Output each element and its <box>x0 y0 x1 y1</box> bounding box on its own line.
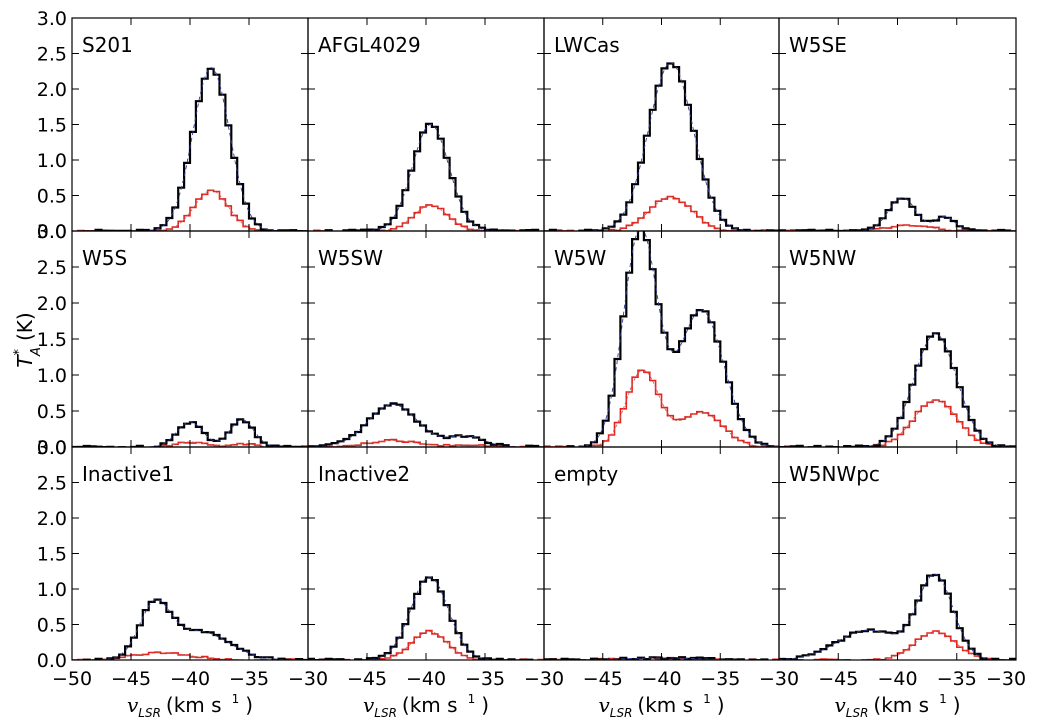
panel-title-empty: empty <box>554 462 618 486</box>
main-fit-lwcas <box>544 62 779 231</box>
y-tick-label: 0.0 <box>37 221 67 243</box>
y-tick-label: 1.0 <box>37 579 67 601</box>
panel-title-w5sw: W5SW <box>318 246 383 270</box>
panel-w5se: W5SE <box>778 17 1017 232</box>
panel-title-inactive2: Inactive2 <box>318 462 410 486</box>
panel-inactive2: Inactive2 <box>307 446 545 661</box>
x-tick-label: −35 <box>700 668 740 690</box>
y-tick-label: 1.5 <box>37 115 67 137</box>
main-spectrum-w5s <box>72 418 308 447</box>
main-spectrum-lwcas <box>544 62 779 231</box>
panel-s201: S201 <box>71 17 309 232</box>
y-tick-label: 1.0 <box>37 150 67 172</box>
x-tick-label: −35 <box>937 668 977 690</box>
x-axis-label: vLSR (km s 1) <box>598 692 724 720</box>
secondary-spectrum-w5w <box>544 369 779 447</box>
y-axis-label: T* A(K) <box>12 312 44 367</box>
y-tick-label: 2.5 <box>37 473 67 495</box>
x-tick-label: −45 <box>347 668 387 690</box>
panel-title-inactive1: Inactive1 <box>82 462 174 486</box>
y-tick-label: 2.0 <box>37 293 67 315</box>
y-tick-label: 0.5 <box>37 401 67 423</box>
x-tick-label: −35 <box>465 668 505 690</box>
main-fit-w5w <box>544 231 779 447</box>
y-tick-label: 2.5 <box>37 44 67 66</box>
main-fit-inactive2 <box>308 576 544 660</box>
panel-title-afgl4029: AFGL4029 <box>318 33 421 57</box>
panel-w5nwpc: W5NWpc <box>778 446 1017 661</box>
x-tick-label: −35 <box>229 668 269 690</box>
secondary-fit-afgl4029 <box>308 204 544 231</box>
y-tick-label: 0.5 <box>37 615 67 637</box>
main-spectrum-w5sw <box>308 402 544 447</box>
x-tick-label: −40 <box>877 668 917 690</box>
main-fit-inactive1 <box>72 598 308 660</box>
x-tick-label: −40 <box>170 668 210 690</box>
panels-layer: S201 AFGL4029 LWCas W5SE W5S W5SW W5W W5NW Inact… <box>71 17 1017 661</box>
y-tick-label: 2.0 <box>37 79 67 101</box>
panel-w5nw: W5NW <box>778 230 1017 448</box>
main-spectrum-w5nwpc <box>779 573 1016 660</box>
panel-title-w5nwpc: W5NWpc <box>789 462 880 486</box>
panel-title-w5s: W5S <box>82 246 127 270</box>
y-tick-label: 0.5 <box>37 186 67 208</box>
x-tick-label: −45 <box>111 668 151 690</box>
secondary-fit-w5w <box>544 369 779 447</box>
main-spectrum-w5nw <box>779 332 1016 447</box>
main-spectrum-afgl4029 <box>308 122 544 231</box>
panel-w5s: W5S <box>71 230 309 448</box>
panel-title-w5se: W5SE <box>789 33 847 57</box>
panel-empty: empty <box>543 446 780 661</box>
panel-title-s201: S201 <box>82 33 133 57</box>
x-tick-label: −45 <box>818 668 858 690</box>
main-fit-s201 <box>72 67 308 231</box>
x-tick-label: −30 <box>288 668 328 690</box>
y-tick-label: 1.5 <box>37 329 67 351</box>
x-tick-label: −45 <box>583 668 623 690</box>
secondary-spectrum-inactive2 <box>308 629 544 660</box>
panel-w5w: W5W <box>543 230 780 448</box>
y-tick-label: 1.0 <box>37 365 67 387</box>
panel-title-lwcas: LWCas <box>554 33 620 57</box>
panel-inactive1: Inactive1 <box>71 446 309 661</box>
main-fit-w5nw <box>779 333 1016 447</box>
main-fit-w5nwpc <box>779 573 1016 660</box>
x-tick-label: −30 <box>986 668 1026 690</box>
y-tick-label: 0.0 <box>37 650 67 672</box>
y-tick-label: 3.0 <box>37 221 67 243</box>
panel-title-w5w: W5W <box>554 246 607 270</box>
x-tick-label: −40 <box>406 668 446 690</box>
y-tick-label: 2.5 <box>37 257 67 279</box>
main-spectrum-inactive2 <box>308 576 540 660</box>
x-axis-label: vLSR (km s 1) <box>363 692 489 720</box>
x-tick-label: −50 <box>52 668 92 690</box>
x-tick-label: −30 <box>524 668 564 690</box>
panel-afgl4029: AFGL4029 <box>307 17 545 232</box>
panel-lwcas: LWCas <box>543 17 780 232</box>
main-fit-afgl4029 <box>308 124 544 231</box>
x-tick-label: −40 <box>641 668 681 690</box>
y-tick-label: 2.0 <box>37 508 67 530</box>
axis-labels-layer: T* A(K) 0.00.51.01.52.02.53.00.00.51.01.5… <box>12 8 1026 720</box>
secondary-spectrum-lwcas <box>544 195 779 231</box>
x-axis-label: vLSR (km s 1) <box>834 692 960 720</box>
y-tick-label: 3.0 <box>37 437 67 459</box>
x-axis-label: vLSR (km s 1) <box>127 692 253 720</box>
y-tick-label: 3.0 <box>37 8 67 30</box>
y-tick-label: 0.0 <box>37 437 67 459</box>
main-fit-w5sw <box>308 404 544 447</box>
x-tick-label: −30 <box>759 668 799 690</box>
y-tick-label: 1.5 <box>37 544 67 566</box>
panel-w5sw: W5SW <box>307 230 545 448</box>
secondary-fit-inactive2 <box>308 631 544 660</box>
panel-title-w5nw: W5NW <box>789 246 856 270</box>
secondary-fit-w5nw <box>779 399 1016 447</box>
main-fit-w5s <box>72 419 308 447</box>
main-spectrum-inactive1 <box>72 598 308 660</box>
